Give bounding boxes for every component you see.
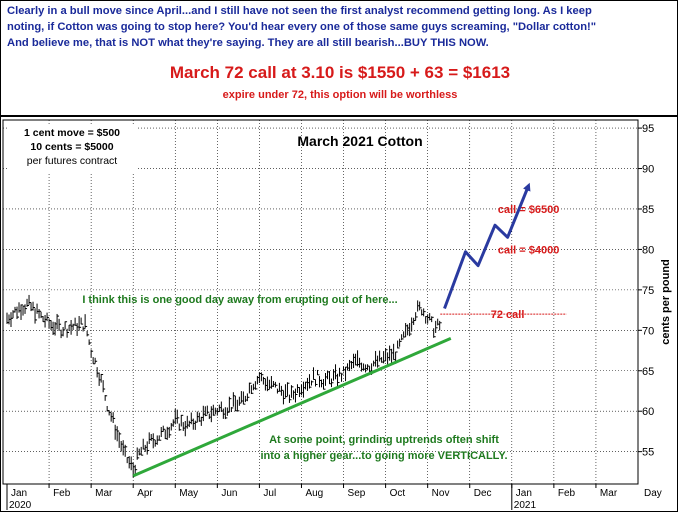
y-tick-label: 65 bbox=[642, 366, 654, 378]
reference-label-72-call: 72 call bbox=[491, 309, 525, 321]
y-tick-label: 55 bbox=[642, 447, 654, 459]
projection-arrow bbox=[443, 182, 531, 310]
x-tick-label: Aug bbox=[305, 488, 323, 499]
price-bars bbox=[6, 294, 442, 478]
annotation-erupting: I think this is one good day away from e… bbox=[82, 294, 397, 306]
x-tick-label: Dec bbox=[474, 488, 492, 499]
x-tick-label: Nov bbox=[432, 488, 450, 499]
y-axis: 55 60 65 70 75 80 85 90 95 bbox=[638, 123, 654, 459]
info-line-2: 10 cents = $5000 bbox=[30, 141, 113, 153]
x-tick-label: Apr bbox=[137, 488, 153, 499]
plot-area bbox=[2, 119, 639, 485]
y-tick-label: 95 bbox=[642, 123, 654, 135]
y-tick-label: 80 bbox=[642, 244, 654, 256]
info-line-1: 1 cent move = $500 bbox=[24, 127, 120, 139]
x-tick-label: Jun bbox=[221, 488, 237, 499]
y-tick-label: 70 bbox=[642, 325, 654, 337]
y-tick-label: 75 bbox=[642, 285, 654, 297]
x-tick-label: Jan bbox=[516, 488, 532, 499]
x-year-label: 2020 bbox=[9, 500, 32, 511]
x-tick-label: Mar bbox=[95, 488, 113, 499]
x-tick-label: Sep bbox=[348, 488, 366, 499]
header-line-1: Clearly in a bull move since April...and… bbox=[7, 5, 592, 17]
info-box bbox=[8, 124, 136, 174]
x-tick-label: Feb bbox=[53, 488, 71, 499]
y-tick-label: 85 bbox=[642, 204, 654, 216]
option-offer-note: expire under 72, this option will be wor… bbox=[222, 89, 458, 101]
x-axis-unit-label: Day bbox=[644, 488, 662, 499]
uptrend-line bbox=[132, 337, 452, 478]
overlays: 72 call call = $6500 call = $4000 bbox=[132, 182, 567, 478]
option-offer: March 72 call at 3.10 is $1550 + 63 = $1… bbox=[169, 63, 511, 82]
x-tick-label: Jul bbox=[263, 488, 276, 499]
header-line-3: And believe me, that is NOT what they're… bbox=[7, 37, 489, 49]
x-tick-label: Feb bbox=[558, 488, 576, 499]
call-value-label: call = $6500 bbox=[498, 204, 559, 216]
y-tick-label: 60 bbox=[642, 406, 654, 418]
annotation-uptrend-1: At some point, grinding uptrends often s… bbox=[269, 434, 499, 446]
chart-title: March 2021 Cotton bbox=[297, 133, 422, 149]
y-axis-title: cents per pound bbox=[660, 259, 672, 345]
x-tick-label: Jan bbox=[11, 488, 27, 499]
info-line-3: per futures contract bbox=[27, 155, 118, 167]
x-tick-label: Oct bbox=[390, 488, 406, 499]
annotation-uptrend-2: into a higher gear...to going more VERTI… bbox=[260, 450, 507, 462]
x-tick-label: Mar bbox=[600, 488, 618, 499]
header-line-2: noting, if Cotton was going to stop here… bbox=[7, 21, 597, 33]
x-tick-label: May bbox=[179, 488, 198, 499]
y-tick-label: 90 bbox=[642, 164, 654, 176]
x-year-label: 2021 bbox=[514, 500, 537, 511]
header-box: Clearly in a bull move since April...and… bbox=[0, 0, 678, 116]
call-value-label: call = $4000 bbox=[498, 244, 559, 256]
